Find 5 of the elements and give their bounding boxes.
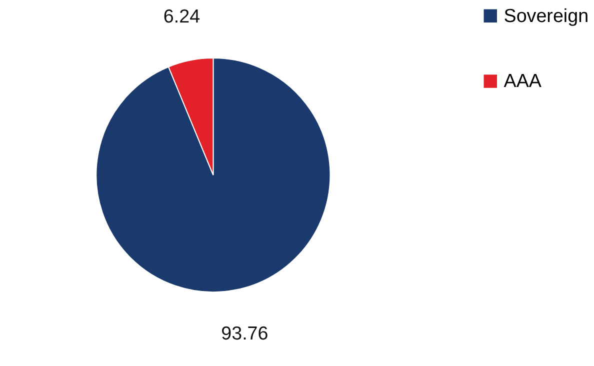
legend-label: AAA [504,70,542,92]
pie-slice [96,57,331,292]
data-label: 93.76 [221,322,268,344]
data-label: 6.24 [163,5,200,26]
legend-label: Sovereign [504,4,589,26]
